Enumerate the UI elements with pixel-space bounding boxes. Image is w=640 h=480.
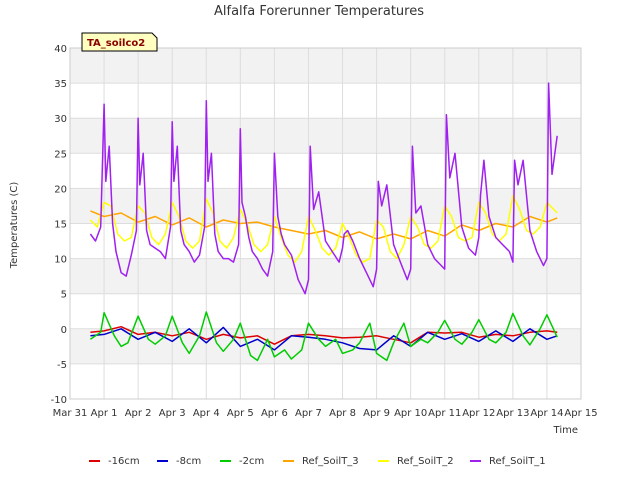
y-tick-label: -10 [51,395,67,406]
y-tick-label: 40 [54,44,67,55]
series-layer [89,82,558,362]
x-axis-label: Time [553,425,578,436]
series-line-Ref_SoilT_1 [89,82,558,295]
series-line--8cm [90,326,558,351]
legend-item--2cm: -2cm [220,456,264,467]
x-tick-label: Apr 8 [329,408,356,419]
chart-title: Alfalfa Forerunner Temperatures [214,4,424,19]
plot-band [70,118,581,154]
legend-label: Ref_SoilT_2 [397,456,454,467]
axes: -10 -5 0 5 10 15 20 25 30 35 40 Mar 31 Apr 1 Apr 2 Apr… [51,44,598,419]
x-tick-label: Apr 12 [462,408,495,419]
station-badge: TA_soilco2 [81,32,158,52]
y-tick-label: 35 [54,79,67,90]
legend: -16cm -8cm -2cm Ref_SoilT_3 Ref_SoilT_2 Ref_S… [89,456,546,467]
legend-label: Ref_SoilT_1 [489,456,546,467]
plot-band [70,258,581,294]
x-tick-label: Mar 31 [53,408,88,419]
y-axis-label: Temperatures (C) [9,182,20,270]
legend-item-Ref_SoilT_3: Ref_SoilT_3 [283,456,359,467]
x-tick-label: Apr 14 [530,408,563,419]
y-tick-label: -5 [57,360,67,371]
x-tick-label: Apr 2 [125,408,152,419]
series-line-Ref_SoilT_3 [90,210,558,240]
y-tick-label: 0 [61,325,67,336]
legend-item-Ref_SoilT_2: Ref_SoilT_2 [378,456,454,467]
badge-label: TA_soilco2 [87,38,145,49]
legend-label: -8cm [176,456,201,467]
series-line-Ref_SoilT_2 [89,194,558,263]
x-tick-label: Apr 10 [394,408,427,419]
y-tick-label: 5 [61,290,67,301]
legend-label: Ref_SoilT_3 [302,456,359,467]
x-tick-label: Apr 1 [91,408,118,419]
legend-item--8cm: -8cm [157,456,201,467]
x-tick-label: Apr 5 [227,408,254,419]
x-tick-label: Apr 6 [261,408,288,419]
legend-label: -16cm [108,456,140,467]
y-tick-label: 20 [54,184,67,195]
legend-label: -2cm [239,456,264,467]
plot-band [70,188,581,224]
plot-band [70,48,581,84]
y-tick-label: 30 [54,114,67,125]
series-line--2cm [89,311,558,362]
x-tick-label: Apr 3 [159,408,186,419]
y-tick-label: 10 [54,255,67,266]
x-tick-label: Apr 15 [564,408,597,419]
plot-border [69,47,582,400]
x-tick-label: Apr 13 [496,408,529,419]
y-tick-label: 15 [54,220,67,231]
legend-item--16cm: -16cm [89,456,140,467]
x-tick-label: Apr 9 [363,408,390,419]
x-tick-label: Apr 4 [193,408,220,419]
legend-item-Ref_SoilT_1: Ref_SoilT_1 [470,456,546,467]
x-tick-label: Apr 11 [428,408,461,419]
x-tick-label: Apr 7 [295,408,322,419]
y-tick-label: 25 [54,149,67,160]
badge-box [81,32,158,52]
